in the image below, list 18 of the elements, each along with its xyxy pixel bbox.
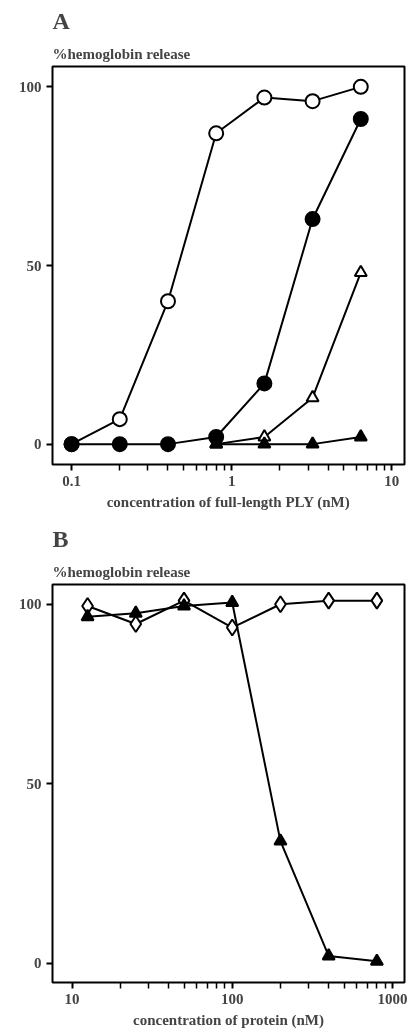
chart-title: B [52,525,69,552]
x-tick-label: 0.1 [62,472,81,489]
x-axis-title: concentration of full-length PLY (nM) [106,493,350,511]
x-tick-label: 10 [64,990,80,1007]
y-axis-title: %hemoglobin release [52,563,191,580]
x-tick-label: 1 [227,472,236,489]
x-tick-label: 1000 [377,990,408,1007]
x-tick-label: 10 [384,472,400,489]
y-tick-label: 50 [26,775,42,792]
y-axis-title: %hemoglobin release [52,45,191,62]
y-tick-label: 100 [19,78,42,95]
x-tick-label: 100 [220,990,244,1007]
chart-title: A [52,7,71,34]
x-axis-title: concentration of protein (nM) [133,1011,324,1029]
y-tick-label: 100 [19,596,42,613]
y-tick-label: 0 [34,436,42,453]
y-tick-label: 50 [26,257,42,274]
y-tick-label: 0 [34,955,42,972]
